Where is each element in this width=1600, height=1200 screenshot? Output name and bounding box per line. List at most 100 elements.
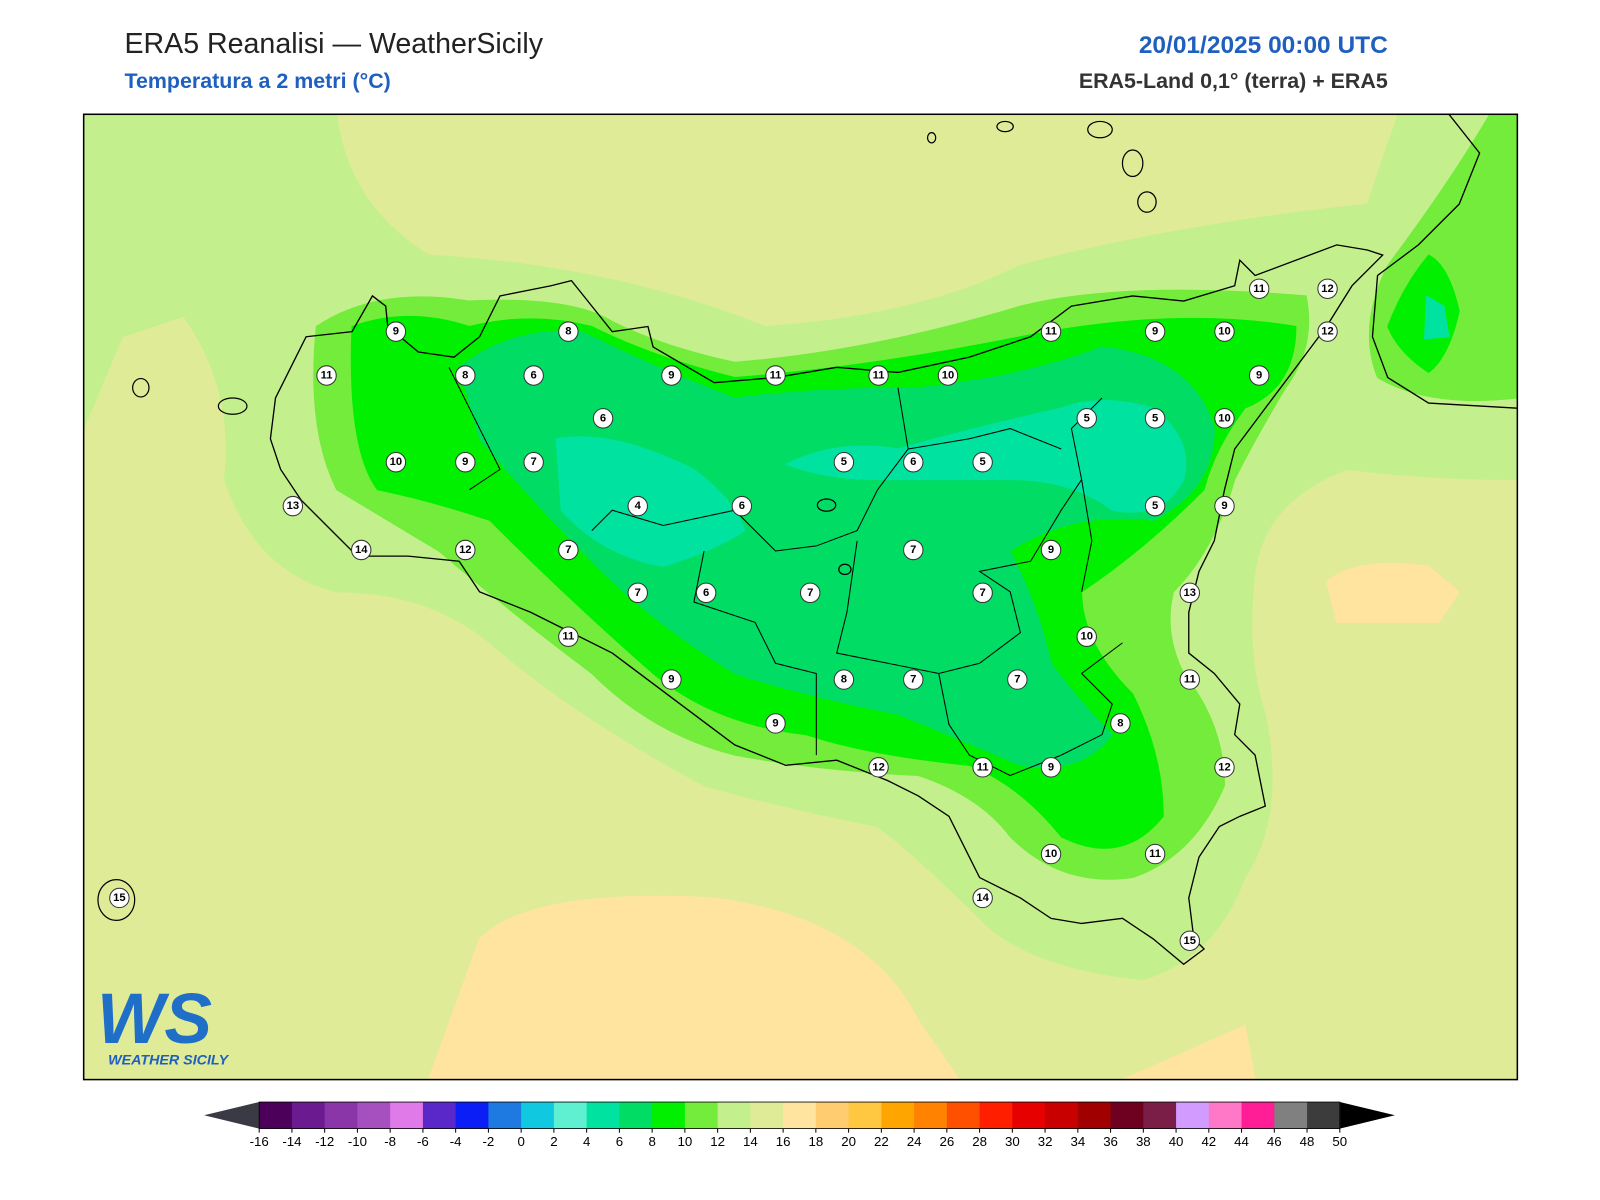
station-value: 15 [1184,935,1196,947]
colorbar-tick-label: 8 [648,1134,655,1149]
station-marker [765,365,786,386]
logo-name: WEATHER SICILY [108,1052,229,1068]
station-value: 6 [600,412,606,424]
station-marker [282,495,304,517]
colorbar-segment [684,1102,719,1129]
station-value: 12 [459,544,471,556]
colorbar-tick-label: 6 [616,1134,623,1149]
station-value: 14 [355,544,368,556]
station-marker [523,365,544,386]
colorbar-tick-label: -10 [348,1134,367,1149]
station-value: 11 [562,631,574,643]
station-value: 11 [977,761,989,773]
province-borders [448,367,1123,777]
colorbar-segment [357,1102,391,1129]
sicily-coast [269,244,1384,966]
station-value: 10 [390,456,402,468]
subtitle: Temperatura a 2 metri (°C) [124,69,390,93]
station-marker [455,452,476,473]
station-value: 9 [668,674,674,686]
colorbar-segment [619,1102,653,1129]
colorbar-tick-label: 32 [1038,1134,1053,1149]
station-value: 7 [980,587,986,599]
station-marker [558,539,579,561]
colorbar-segment [1176,1102,1210,1129]
station-marker [1144,843,1166,865]
colorbar-segment [1307,1102,1341,1129]
station-marker [1144,495,1166,517]
colorbar-tick-label: 34 [1070,1134,1085,1149]
colorbar-segment [521,1102,555,1129]
station-marker [972,887,993,909]
colorbar: -16 -14 -12 -10 -8 -6 -4 -2 0 2 4 6 8 10 12 14 16 18 20 22 2… [204,1101,1395,1149]
colorbar-tick-label: 24 [907,1134,922,1149]
source: ERA5-Land 0,1° (terra) + ERA5 [1079,69,1388,93]
colorbar-segment [1208,1102,1243,1129]
colorbar-segment [259,1102,293,1129]
colorbar-tick-label: -12 [315,1134,334,1149]
station-marker [765,713,786,734]
station-value: 5 [1084,412,1090,424]
station-value: 7 [910,544,916,556]
station-value: 14 [976,892,989,904]
station-marker [972,452,993,473]
colorbar-segment [1274,1102,1308,1129]
station-value: 4 [635,500,642,512]
station-value: 8 [1117,717,1123,729]
contour-band [1423,295,1450,340]
station-marker [903,669,924,690]
colorbar-segment [652,1102,686,1129]
station-marker [1248,365,1270,386]
station-marker [455,365,476,386]
station-value: 7 [531,456,537,468]
colorbar-tick-label: 36 [1103,1134,1118,1149]
station-marker [1040,757,1062,778]
map-frame [82,113,1519,1081]
station-marker [1110,713,1131,734]
station-marker [1040,843,1062,865]
station-marker [351,539,372,561]
contour-band [1325,562,1460,623]
station-value: 9 [668,370,674,382]
colorbar-tick-label: 16 [776,1134,791,1149]
temperature-field [83,114,1518,1080]
station-value: 11 [1253,283,1265,295]
station-marker [695,582,717,604]
station-value: 12 [1321,283,1333,295]
station-marker [833,452,855,473]
station-value: 7 [1014,674,1020,686]
station-value: 9 [462,456,468,468]
station-marker [1248,278,1270,299]
station-value: 11 [873,370,885,382]
station-marker [937,365,959,386]
colorbar-tick-label: 42 [1201,1134,1216,1149]
station-value: 10 [1080,631,1092,643]
station-value: 9 [1221,500,1227,512]
colorbar-tick-label: -4 [450,1134,462,1149]
station-marker [558,321,579,342]
colorbar-tick-label: 44 [1234,1134,1249,1149]
colorbar-segment [488,1102,522,1129]
colorbar-segment [815,1102,850,1129]
colorbar-segment [1012,1102,1046,1129]
station-value: 5 [841,456,847,468]
colorbar-segment [914,1102,948,1129]
station-marker [592,408,614,429]
calabria-coast [1371,114,1518,409]
station-value: 9 [1152,326,1158,338]
station-value: 13 [287,500,299,512]
colorbar-segment [1077,1102,1112,1129]
colorbar-segment [422,1102,457,1129]
colorbar-segment [291,1102,326,1129]
station-value: 9 [1048,544,1054,556]
station-marker [1179,930,1200,952]
contour-band [428,895,960,1080]
station-marker [1076,408,1097,429]
station-value: 11 [321,370,333,382]
station-value: 8 [462,370,468,382]
station-marker [1007,669,1028,690]
station-marker [972,582,993,604]
colorbar-outline [258,1101,1341,1129]
colorbar-segment [946,1102,981,1129]
